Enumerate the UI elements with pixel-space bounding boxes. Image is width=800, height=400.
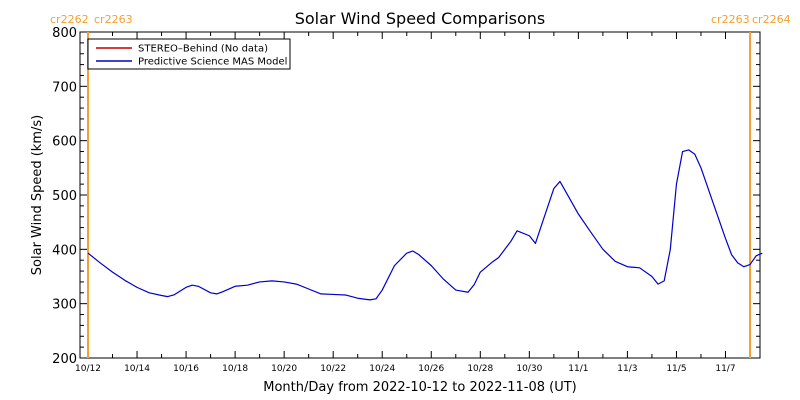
y-tick-label: 500 [52, 189, 77, 204]
legend-label-stereo-behind: STEREO–Behind (No data) [138, 44, 268, 55]
y-axis-label: Solar Wind Speed (km/s) [30, 115, 45, 275]
legend-box [87, 38, 291, 70]
series-line-1 [87, 149, 763, 301]
x-axis: 10/12 10/14 10/16 10/18 10/20 10/22 10/24 10/26… [75, 32, 751, 374]
carrington-marker-lines [87, 32, 751, 358]
y-tick-label: 300 [52, 298, 77, 313]
legend-label-mas-model: Predictive Science MAS Model [138, 57, 287, 68]
y-tick-label: 600 [52, 135, 77, 150]
carrington-labels-right: cr2263 cr2264 [711, 13, 791, 26]
x-tick-label: 10/30 [516, 364, 542, 374]
chart-title: Solar Wind Speed Comparisons [295, 9, 546, 28]
x-tick-label: 10/26 [418, 364, 444, 374]
x-tick-label: 10/18 [222, 364, 248, 374]
x-tick-label: 10/24 [369, 364, 395, 374]
x-tick-label: 11/1 [568, 364, 588, 374]
carrington-label-left-1: cr2262 [50, 13, 89, 26]
y-tick-label: 700 [52, 80, 77, 95]
legend: STEREO–Behind (No data) Predictive Scien… [87, 38, 291, 70]
x-tick-label: 10/16 [173, 364, 199, 374]
y-tick-label: 400 [52, 243, 77, 258]
y-tick-label: 800 [52, 26, 77, 41]
x-tick-label: 11/7 [715, 364, 735, 374]
x-tick-label: 10/14 [124, 364, 150, 374]
carrington-label-right-2: cr2264 [752, 13, 791, 26]
x-tick-label: 10/28 [467, 364, 493, 374]
series-lines [87, 149, 763, 301]
x-tick-label: 10/20 [271, 364, 297, 374]
x-tick-label: 10/12 [75, 364, 101, 374]
x-axis-label: Month/Day from 2022-10-12 to 2022-11-08 … [263, 380, 576, 395]
carrington-labels-left: cr2262 cr2263 [50, 13, 133, 26]
carrington-label-right-1: cr2263 [711, 13, 750, 26]
x-tick-label: 10/22 [320, 364, 346, 374]
y-axis: 200 300 400 500 600 700 800 [52, 26, 760, 367]
y-tick-label: 200 [52, 352, 77, 367]
x-tick-label: 11/5 [666, 364, 686, 374]
x-tick-label: 11/3 [617, 364, 637, 374]
carrington-label-left-2: cr2263 [94, 13, 133, 26]
